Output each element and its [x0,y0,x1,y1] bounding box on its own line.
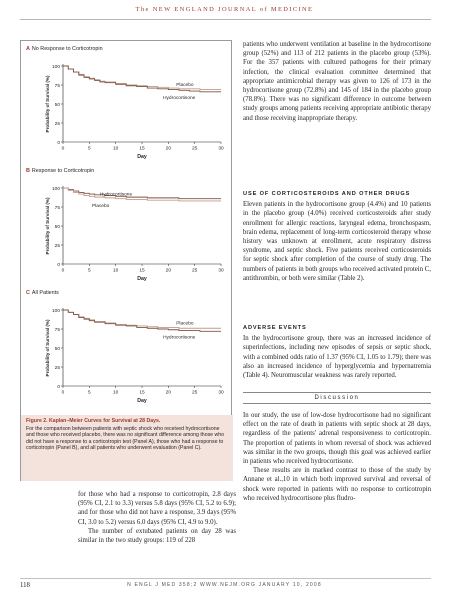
panel-a-letter: A [26,46,30,52]
x-tick-label: 25 [192,146,198,152]
paragraph: Eleven patients in the hydrocortisone gr… [243,201,431,282]
x-tick-label: 10 [113,146,119,152]
hydrocortisone-curve [63,187,221,200]
left-column-text: for those who had a response to corticot… [78,490,236,545]
paragraph: These results are in marked contrast to … [243,467,431,502]
x-tick-label: 5 [88,390,91,396]
series-label-placebo: Placebo [176,82,194,88]
discussion-text: In our study, the use of low-dose hydroc… [243,411,431,503]
y-tick-label: 75 [55,327,61,333]
running-head-journal: NEW ENGLAND JOURNAL of MEDICINE [152,6,314,13]
caption-body: For the comparison between patients with… [26,425,225,452]
panel-c-label: C All Patients [26,290,59,296]
series-label-hydrocortisone: Hydrocortisone [163,334,196,340]
y-tick-label: 25 [55,243,61,249]
y-tick-label: 50 [55,102,61,108]
y-tick-label: 0 [57,384,60,390]
y-tick-label: 50 [55,346,61,352]
y-tick-label: 100 [52,186,60,192]
y-tick-label: 100 [52,308,60,314]
y-tick-label: 50 [55,224,61,230]
section-heading: Use of Corticosteroids and Other Drugs [243,191,411,197]
y-tick-label: 75 [55,83,61,89]
panel-c-letter: C [26,290,30,296]
x-tick-label: 10 [113,268,119,274]
y-axis-label: Probability of Survival (%) [45,197,50,254]
series-label-hydrocortisone: Hydrocortisone [163,95,196,101]
hydrocortisone-curve [63,65,221,93]
hydrocortisone-curve [63,309,221,332]
x-tick-label: 5 [88,268,91,274]
y-tick-label: 25 [55,121,61,127]
panel-c: C All Patients 0 25 50 75 100 0 5 10 15 20 25 30 Prob… [21,288,233,412]
header-rule [20,19,431,20]
series-label-placebo: Placebo [176,321,194,327]
y-axis-label: Probability of Survival (%) [45,75,50,132]
panel-a-title: No Response to Corticotropin [31,46,103,52]
y-tick-label: 25 [55,365,61,371]
panel-b-letter: B [26,168,30,174]
panel-c-title: All Patients [31,290,59,296]
x-tick-label: 5 [88,146,91,152]
panel-b-label: B Response to Corticotropin [26,168,94,174]
panel-b: B Response to Corticotropin 0 25 50 75 100 0 5 1… [21,166,233,290]
x-tick-label: 20 [166,146,172,152]
series-label-hydrocortisone: Hydrocortisone [100,192,133,198]
figure-caption: Figure 2. Kaplan–Meier Curves for Surviv… [21,415,233,481]
paragraph: In the hydrocortisone group, there was a… [243,335,431,380]
figure-2: A No Response to Corticotropin 0 25 50 75 100… [20,40,233,481]
x-tick-label: 30 [218,390,224,396]
running-head-pre: The [135,6,153,13]
page-number: 118 [20,582,30,589]
section-heading: Adverse Events [243,325,307,331]
paragraph: patients who underwent ventilation at ba… [243,41,431,122]
x-axis-label: Day [137,154,147,160]
x-tick-label: 10 [113,390,119,396]
section-corticosteroids: Use of Corticosteroids and Other Drugs E… [243,182,431,283]
x-tick-label: 0 [62,390,65,396]
x-tick-label: 0 [62,146,65,152]
footer-rule [20,578,431,579]
km-chart-c: 0 25 50 75 100 0 5 10 15 20 25 30 Probability of Sur… [45,308,224,404]
discussion-heading: Discussion [243,392,431,404]
x-tick-label: 15 [139,146,145,152]
y-axis-label: Probability of Survival (%) [45,319,50,376]
caption-title: Figure 2. Kaplan–Meier Curves for Surviv… [26,418,161,424]
section-adverse-events: Adverse Events In the hydrocortisone gro… [243,316,431,380]
x-tick-label: 25 [192,268,198,274]
y-tick-label: 100 [52,64,60,70]
right-column-intro: patients who underwent ventilation at ba… [243,40,431,123]
x-tick-label: 25 [192,390,198,396]
x-tick-label: 30 [218,268,224,274]
x-tick-label: 15 [139,268,145,274]
series-label-placebo: Placebo [92,203,110,209]
x-tick-label: 15 [139,390,145,396]
x-tick-label: 30 [218,146,224,152]
km-chart-b: 0 25 50 75 100 0 5 10 15 20 25 30 Probability of Sur… [45,186,224,282]
paragraph: The number of extubated patients on day … [78,527,236,545]
y-tick-label: 0 [57,140,60,146]
panel-a-label: A No Response to Corticotropin [26,46,103,52]
panel-a: A No Response to Corticotropin 0 25 50 75 100… [21,44,233,168]
y-tick-label: 0 [57,262,60,268]
running-head: The NEW ENGLAND JOURNAL of MEDICINE [0,6,449,13]
footer-citation: N ENGL J MED 358;2 WWW.NEJM.ORG JANUARY … [127,582,322,588]
x-tick-label: 0 [62,268,65,274]
paragraph: In our study, the use of low-dose hydroc… [243,412,431,466]
km-chart-a: 0 25 50 75 100 0 5 10 15 20 25 30 Probability of Sur… [45,64,224,160]
x-axis-label: Day [137,398,147,404]
x-tick-label: 20 [166,268,172,274]
y-tick-label: 75 [55,205,61,211]
x-axis-label: Day [137,276,147,282]
x-tick-label: 20 [166,390,172,396]
placebo-curve [63,187,221,202]
paragraph: for those who had a response to corticot… [78,491,236,526]
panel-b-title: Response to Corticotropin [31,168,95,174]
